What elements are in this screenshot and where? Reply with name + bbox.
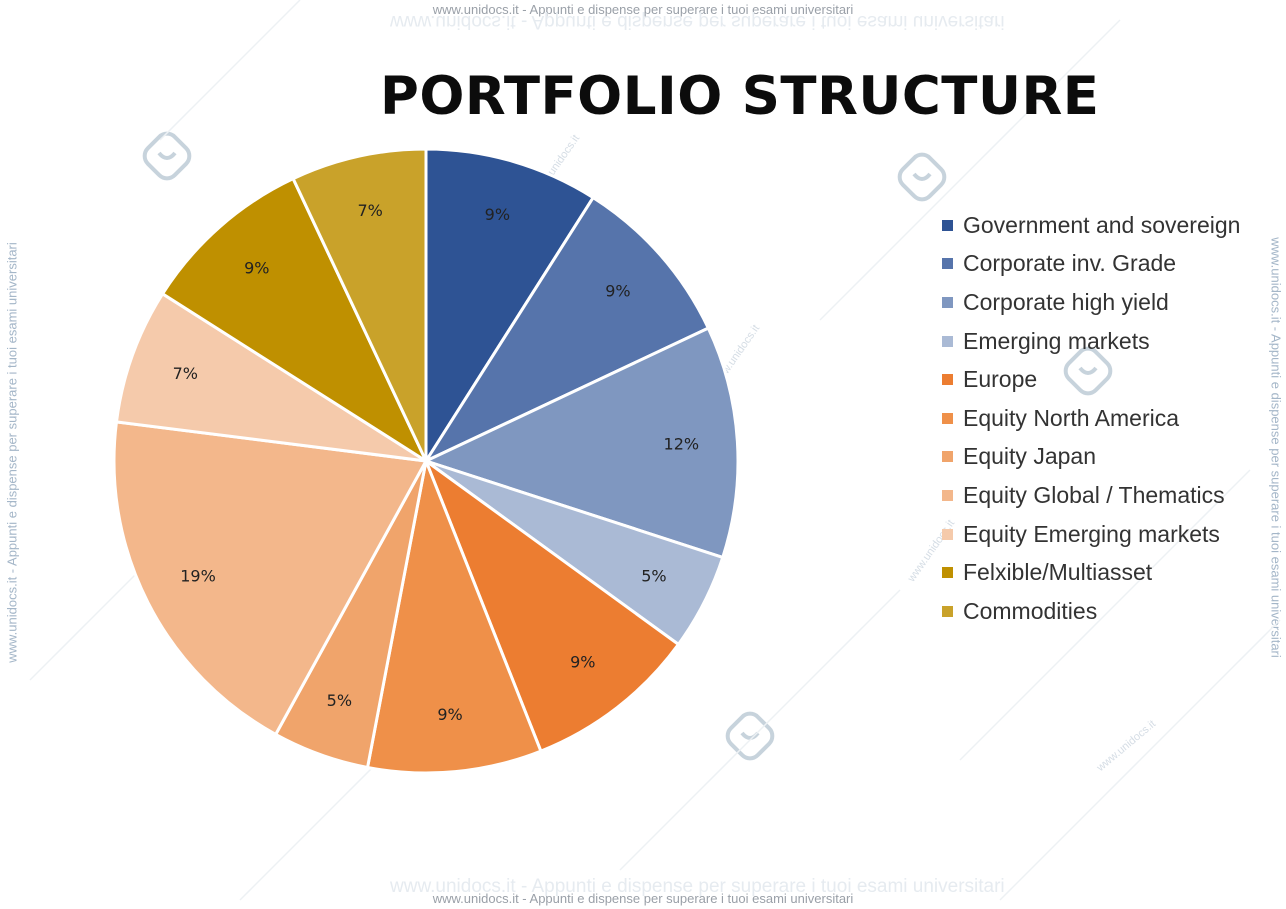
legend-item-9: Equity Emerging markets	[942, 515, 1282, 554]
pie-slice-10	[160, 176, 430, 466]
legend-item-5: Europe	[942, 360, 1282, 399]
legend-label: Equity Global / Thematics	[963, 481, 1225, 508]
pie-slice-3	[421, 326, 740, 560]
legend-swatch	[942, 605, 953, 617]
legend-swatch	[942, 219, 953, 231]
legend-label: Europe	[963, 366, 1038, 393]
legend-swatch	[942, 528, 953, 540]
pie-data-label-7: 5%	[327, 691, 352, 710]
legend-swatch	[942, 374, 953, 386]
legend-swatch	[942, 567, 953, 579]
legend-swatch	[942, 258, 953, 270]
legend-item-4: Emerging markets	[942, 322, 1282, 361]
pie-data-label-9: 7%	[173, 364, 198, 383]
pie-data-label-3: 12%	[664, 434, 700, 453]
pie-slice-11	[291, 147, 428, 462]
pie-data-label-2: 9%	[605, 281, 630, 300]
legend-label: Commodities	[963, 597, 1098, 624]
pie-slice-2	[421, 195, 711, 465]
legend-label: Government and sovereign	[963, 211, 1241, 238]
legend-swatch	[942, 335, 953, 347]
pie-data-label-6: 9%	[437, 705, 462, 724]
legend-item-8: Equity Global / Thematics	[942, 476, 1282, 515]
legend-label: Equity North America	[963, 404, 1180, 431]
pie-slices	[112, 147, 740, 775]
legend-swatch	[942, 296, 953, 308]
pie-data-labels: 9% 9% 12% 5% 9% 9% 5% 19% 7% 9% 7%	[173, 201, 700, 724]
page-title: PORTFOLIO STRUCTURE	[380, 66, 1100, 127]
pie-slice-9	[114, 291, 427, 463]
legend-item-7: Equity Japan	[942, 438, 1282, 477]
legend-swatch	[942, 412, 953, 424]
legend-label: Corporate high yield	[963, 288, 1169, 315]
pie-slice-5	[422, 456, 681, 754]
pie-data-label-4: 5%	[641, 567, 666, 586]
legend-swatch	[942, 451, 953, 463]
pie-data-label-8: 19%	[180, 567, 216, 586]
legend-swatch	[942, 489, 953, 501]
legend-item-6: Equity North America	[942, 399, 1282, 438]
legend-item-3: Corporate high yield	[942, 283, 1282, 322]
legend-label: Emerging markets	[963, 327, 1150, 354]
pie-data-label-1: 9%	[485, 205, 510, 224]
legend-item-11: Commodities	[942, 592, 1282, 631]
pie-slice-8	[112, 420, 429, 737]
pie-slice-6	[365, 455, 543, 775]
legend-label: Felxible/Multiasset	[963, 559, 1153, 586]
pie-slice-1	[424, 147, 596, 467]
legend-label: Equity Japan	[963, 443, 1096, 470]
pie-data-label-5: 9%	[570, 653, 595, 672]
legend-label: Corporate inv. Grade	[963, 250, 1177, 277]
pie-data-label-11: 7%	[357, 201, 382, 220]
legend-item-1: Government and sovereign	[942, 206, 1282, 245]
pie-data-label-10: 9%	[244, 259, 269, 278]
legend-item-2: Corporate inv. Grade	[942, 245, 1282, 284]
legend-item-10: Felxible/Multiasset	[942, 553, 1282, 592]
chart-legend: Government and sovereign Corporate inv. G…	[942, 206, 1282, 631]
legend-label: Equity Emerging markets	[963, 520, 1220, 547]
